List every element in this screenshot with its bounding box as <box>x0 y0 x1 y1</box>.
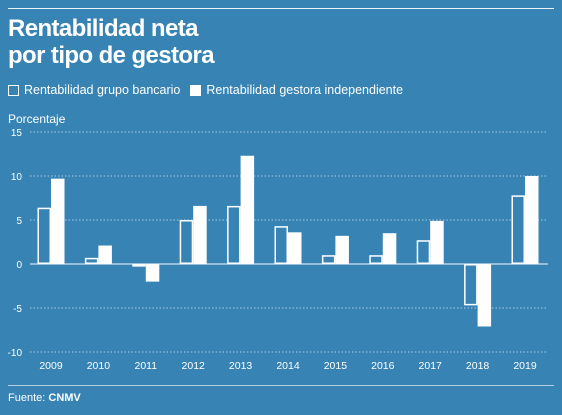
bar-bank-2016 <box>369 255 383 264</box>
title-line-1: Rentabilidad neta <box>8 15 198 42</box>
legend-label-independent: Rentabilidad gestora independiente <box>206 83 404 97</box>
bar-independent-2018 <box>477 264 492 327</box>
y-tick-label: -10 <box>8 348 23 359</box>
x-tick-label: 2013 <box>229 360 253 372</box>
bar-bank-2015 <box>321 255 336 264</box>
y-tick-label: 0 <box>16 260 22 271</box>
bar-independent-2009 <box>51 178 65 264</box>
y-tick-labels: 15 10 5 0 -5 -10 <box>8 128 23 359</box>
legend-item-bank: Rentabilidad grupo bancario <box>8 83 180 97</box>
x-tick-label: 2012 <box>182 360 206 372</box>
bar-bank-2011 <box>132 264 146 267</box>
bar-independent-2014 <box>288 232 302 264</box>
bar-independent-2012 <box>193 205 207 264</box>
x-tick-label: 2011 <box>135 360 158 372</box>
bar-bank-2013 <box>227 205 241 264</box>
x-tick-label: 2017 <box>419 360 443 372</box>
y-tick-label: 10 <box>11 172 23 183</box>
legend: Rentabilidad grupo bancario Rentabilidad… <box>8 83 413 97</box>
x-tick-label: 2014 <box>276 360 300 372</box>
bar-bank-2009 <box>37 207 51 264</box>
legend-swatch-bank <box>8 84 19 96</box>
x-tick-labels: 2009 2010 2011 2012 2013 2014 2015 2016 2017 2018… <box>39 360 537 372</box>
source-label: Fuente: <box>8 392 46 404</box>
bar-bank-2010 <box>84 257 99 264</box>
legend-label-bank: Rentabilidad grupo bancario <box>24 83 181 97</box>
source-note: Fuente: CNMV <box>8 392 81 404</box>
y-tick-label: 15 <box>11 128 23 139</box>
bar-independent-2010 <box>98 245 112 264</box>
chart-title: Rentabilidad neta por tipo de gestora <box>8 15 528 69</box>
bar-bank-2012 <box>179 220 194 264</box>
bottom-rule <box>8 385 554 386</box>
x-tick-label: 2010 <box>87 360 111 372</box>
y-axis-label: Porcentaje <box>8 112 66 126</box>
y-tick-label: 5 <box>16 216 22 227</box>
x-tick-label: 2015 <box>324 360 348 372</box>
bar-bank-2017 <box>416 240 431 265</box>
title-line-2: por tipo de gestora <box>8 42 215 69</box>
x-tick-label: 2016 <box>371 360 395 372</box>
x-tick-label: 2009 <box>39 360 63 372</box>
bar-bank-2019 <box>511 195 525 264</box>
x-tick-label: 2018 <box>466 360 490 372</box>
bar-independent-2015 <box>335 235 349 264</box>
bars <box>37 155 539 327</box>
legend-swatch-independent <box>190 84 202 96</box>
bar-bank-2014 <box>274 226 288 265</box>
y-tick-label: -5 <box>13 304 22 315</box>
grid-lines <box>30 131 548 353</box>
x-tick-label: 2019 <box>513 360 537 372</box>
bar-bank-2018 <box>464 264 478 306</box>
bar-independent-2017 <box>430 220 444 264</box>
bar-independent-2016 <box>382 233 397 264</box>
bar-independent-2011 <box>145 264 160 282</box>
bar-independent-2013 <box>240 155 255 264</box>
top-rule <box>8 8 554 9</box>
source-name: CNMV <box>48 392 81 404</box>
bar-independent-2019 <box>525 176 539 264</box>
legend-item-independent: Rentabilidad gestora independiente <box>190 83 403 97</box>
